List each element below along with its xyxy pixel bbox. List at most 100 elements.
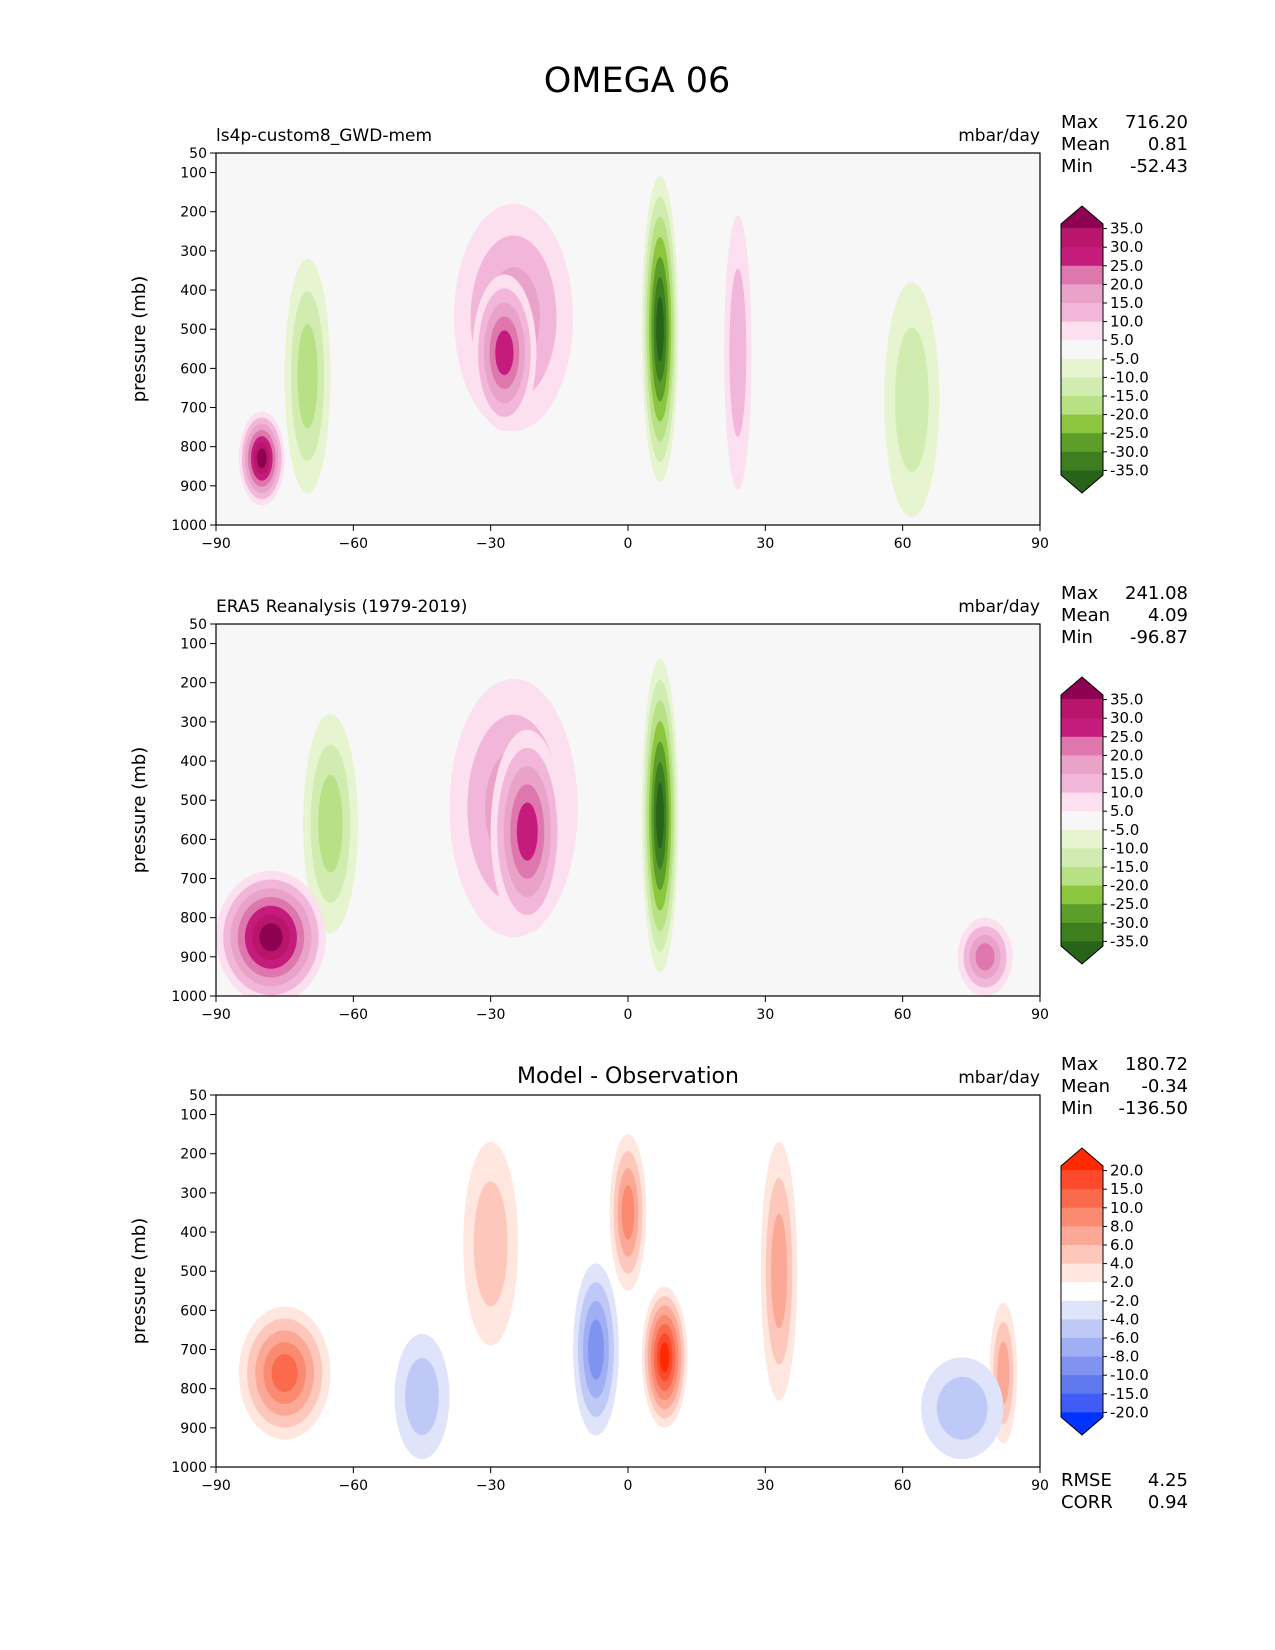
contour-level: [894, 327, 929, 472]
colorbar-segment: [1061, 1189, 1103, 1209]
colorbar-tick-label: 30.0: [1110, 238, 1143, 256]
stat-label: Mean: [1061, 1076, 1110, 1097]
contour-feature-4: [573, 1263, 619, 1436]
y-tick-label: 800: [180, 1382, 207, 1398]
contour-feature-2: [472, 274, 537, 432]
colorbar-tick-label: -5.0: [1110, 350, 1139, 368]
stat-label: Max: [1061, 112, 1099, 133]
colorbar-tick-label: 6.0: [1110, 1236, 1134, 1254]
colorbar-segment: [1061, 377, 1103, 397]
y-tick-label: 300: [180, 1186, 207, 1202]
colorbar-segment: [1061, 1207, 1103, 1227]
colorbar-segment: [1061, 396, 1103, 415]
y-tick-label: 300: [180, 244, 207, 260]
colorbar-tick-label: 25.0: [1110, 728, 1143, 746]
stat-label: Max: [1061, 583, 1099, 604]
y-tick-label: 800: [180, 440, 207, 456]
contour-level: [659, 1342, 670, 1373]
stat-label: Min: [1061, 156, 1093, 177]
y-tick-label: 1000: [171, 518, 207, 534]
colorbar-segment: [1061, 1263, 1103, 1283]
figure-title: OMEGA 06: [544, 61, 731, 101]
x-tick-label: 90: [1031, 536, 1049, 552]
colorbar-segment: [1061, 358, 1103, 378]
units-label: mbar/day: [958, 597, 1040, 617]
contour-feature-3: [641, 176, 679, 482]
stat-value: -0.34: [1141, 1076, 1188, 1097]
colorbar-tick-label: 20.0: [1110, 1162, 1143, 1180]
y-tick-label: 900: [180, 479, 207, 495]
colorbar-segment: [1061, 1319, 1103, 1339]
contour-level: [473, 1181, 508, 1307]
colorbar-segment: [1061, 774, 1103, 793]
y-tick-label: 1000: [171, 989, 207, 1005]
colorbar-segment: [1061, 1226, 1103, 1246]
stat-label: Mean: [1061, 134, 1110, 155]
y-tick-label: 50: [189, 1088, 207, 1104]
contour-feature-4: [284, 258, 331, 494]
colorbar-tick-label: -6.0: [1110, 1329, 1139, 1347]
stat-label: Min: [1061, 627, 1093, 648]
colorbar-tick-label: -15.0: [1110, 858, 1149, 876]
colorbar-segment: [1061, 1356, 1103, 1376]
colorbar-tick-label: -10.0: [1110, 1366, 1149, 1384]
colorbar-extend-top: [1061, 677, 1103, 700]
contour-feature-3: [641, 659, 679, 973]
x-tick-label: 0: [624, 536, 633, 552]
x-tick-label: 30: [756, 536, 774, 552]
colorbar-extend-bottom: [1061, 470, 1103, 493]
y-tick-label: 50: [189, 617, 207, 633]
y-tick-label: 900: [180, 1421, 207, 1437]
x-tick-label: −90: [201, 1007, 231, 1023]
x-tick-label: −30: [476, 1478, 506, 1494]
contour-feature-6: [724, 215, 752, 490]
colorbar-tick-label: 30.0: [1110, 709, 1143, 727]
stat-label: Min: [1061, 1098, 1093, 1119]
colorbar-tick-label: -5.0: [1110, 821, 1139, 839]
stat-value: 716.20: [1125, 112, 1188, 133]
stat-value: 241.08: [1125, 583, 1188, 604]
x-tick-label: 0: [624, 1478, 633, 1494]
colorbar-tick-label: 5.0: [1110, 802, 1134, 820]
colorbar-tick-label: -25.0: [1110, 424, 1149, 442]
colorbar-segment: [1061, 811, 1103, 831]
x-tick-label: −30: [476, 536, 506, 552]
colorbar-tick-label: -15.0: [1110, 1385, 1149, 1403]
contour-level: [318, 774, 343, 873]
colorbar-extend-bottom: [1061, 941, 1103, 964]
colorbar-segment: [1061, 1300, 1103, 1320]
y-tick-label: 500: [180, 322, 207, 338]
panel-title: Model - Observation: [517, 1064, 739, 1089]
stat-value: -96.87: [1130, 627, 1188, 648]
colorbar-extend-top: [1061, 206, 1103, 229]
colorbar-segment: [1061, 321, 1103, 341]
y-tick-label: 700: [180, 872, 207, 888]
contour-level: [997, 1341, 1010, 1405]
colorbar-extend-top: [1061, 1148, 1103, 1171]
x-tick-label: 0: [624, 1007, 633, 1023]
units-label: mbar/day: [958, 126, 1040, 146]
colorbar-segment: [1061, 718, 1103, 738]
stat-label: Max: [1061, 1054, 1099, 1075]
colorbar-segment: [1061, 414, 1103, 434]
colorbar-tick-label: 15.0: [1110, 1180, 1143, 1198]
colorbar-tick-label: -20.0: [1110, 877, 1149, 895]
colorbar-outline: [1060, 676, 1104, 965]
y-tick-label: 900: [180, 950, 207, 966]
contour-feature-6: [957, 917, 1013, 996]
x-tick-label: −90: [201, 1478, 231, 1494]
colorbar-segment: [1061, 1282, 1103, 1302]
y-tick-label: 500: [180, 793, 207, 809]
contour-feature-5: [238, 411, 285, 506]
colorbar-segment: [1061, 340, 1103, 360]
x-tick-label: −60: [339, 1478, 369, 1494]
y-axis-label: pressure (mb): [129, 1218, 150, 1344]
y-axis-label: pressure (mb): [129, 276, 150, 402]
colorbar-tick-label: 15.0: [1110, 765, 1143, 783]
contour-feature-2: [609, 1134, 647, 1291]
contour-field: [238, 1134, 1018, 1460]
